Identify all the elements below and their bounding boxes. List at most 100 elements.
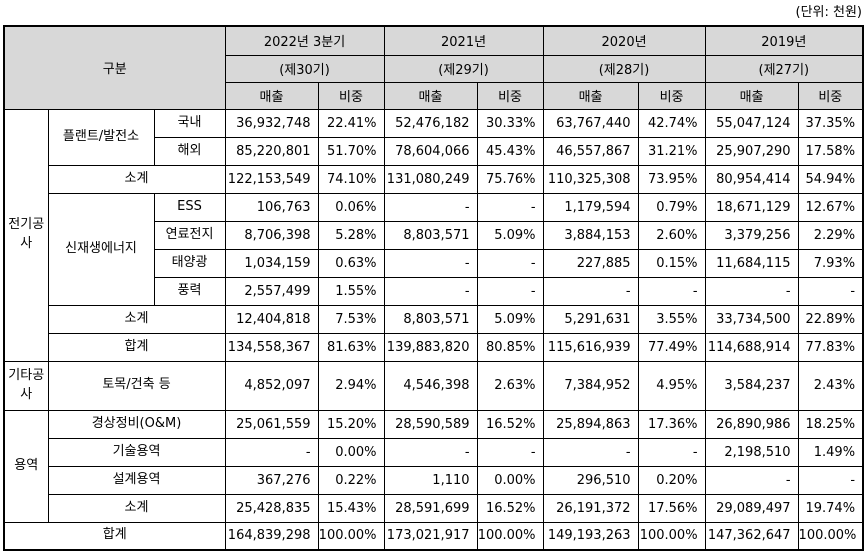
value-cell: 114,688,914 xyxy=(704,332,799,362)
value-cell: - xyxy=(637,437,706,467)
value-cell: 0.00% xyxy=(476,465,544,495)
value-cell: 63,767,440 xyxy=(542,108,639,138)
label-total: 합계 xyxy=(47,332,226,362)
value-cell: 134,558,367 xyxy=(224,332,319,362)
header-share: 비중 xyxy=(797,81,864,110)
label-wind: 풍력 xyxy=(153,276,226,306)
value-cell: - xyxy=(383,248,478,278)
header-row-years: 구분 2022년 3분기 2021년 2020년 2019년 xyxy=(3,25,864,110)
value-cell: 19.74% xyxy=(797,493,864,523)
label-domestic: 국내 xyxy=(153,108,226,138)
table-row-plant-subtotal: 소계 122,153,549 74.10% 131,080,249 75.76%… xyxy=(4,164,864,194)
value-cell: 147,362,647 xyxy=(704,521,799,551)
header-revenue: 매출 xyxy=(224,81,319,110)
value-cell: 73.95% xyxy=(637,164,706,194)
value-cell: 52,476,182 xyxy=(383,108,478,138)
value-cell: 106,763 xyxy=(224,192,319,222)
label-grand-total: 합계 xyxy=(3,521,226,551)
value-cell: 22.41% xyxy=(317,108,385,138)
value-cell: 149,193,263 xyxy=(542,521,639,551)
label-subtotal: 소계 xyxy=(47,304,226,334)
table-row-wind: 풍력 2,557,499 1.55% - - - - - - xyxy=(4,276,864,306)
value-cell: 25,428,835 xyxy=(224,493,319,523)
label-civil-construction: 토목/건축 등 xyxy=(47,360,226,411)
value-cell: 45.43% xyxy=(476,136,544,166)
label-tech-service: 기술용역 xyxy=(47,437,226,467)
value-cell: 4,852,097 xyxy=(224,360,319,411)
value-cell: 18,671,129 xyxy=(704,192,799,222)
value-cell: 7,384,952 xyxy=(542,360,639,411)
value-cell: 28,590,589 xyxy=(383,409,478,439)
value-cell: 1,110 xyxy=(383,465,478,495)
value-cell: 5.28% xyxy=(317,220,385,250)
table-row-ess: 신재생에너지 ESS 106,763 0.06% - - 1,179,594 0… xyxy=(4,192,864,306)
value-cell: - xyxy=(476,437,544,467)
value-cell: 100.00% xyxy=(797,521,864,551)
value-cell: 33,734,500 xyxy=(704,304,799,334)
header-gubun: 구분 xyxy=(3,25,226,110)
value-cell: - xyxy=(383,276,478,306)
value-cell: 17.36% xyxy=(637,409,706,439)
unit-note: (단위: 천원) xyxy=(795,5,863,20)
table-row-renewable-subtotal: 소계 12,404,818 7.53% 8,803,571 5.09% 5,29… xyxy=(4,304,864,334)
value-cell: 29,089,497 xyxy=(704,493,799,523)
value-cell: 5.09% xyxy=(476,220,544,250)
label-subtotal: 소계 xyxy=(47,164,226,194)
value-cell: - xyxy=(542,276,639,306)
value-cell: 0.79% xyxy=(637,192,706,222)
value-cell: 17.58% xyxy=(797,136,864,166)
value-cell: - xyxy=(476,192,544,222)
header-revenue: 매출 xyxy=(383,81,478,110)
value-cell: - xyxy=(797,276,864,306)
value-cell: 2.94% xyxy=(317,360,385,411)
value-cell: 28,591,699 xyxy=(383,493,478,523)
header-year-2021: 2021년 xyxy=(383,25,544,56)
value-cell: 15.43% xyxy=(317,493,385,523)
value-cell: 0.15% xyxy=(637,248,706,278)
value-cell: - xyxy=(704,465,799,495)
header-revenue: 매출 xyxy=(542,81,639,110)
value-cell: 31.21% xyxy=(637,136,706,166)
value-cell: 1.49% xyxy=(797,437,864,467)
value-cell: 139,883,820 xyxy=(383,332,478,362)
value-cell: 26,191,372 xyxy=(542,493,639,523)
label-fuelcell: 연료전지 xyxy=(153,220,226,250)
value-cell: 0.06% xyxy=(317,192,385,222)
value-cell: 100.00% xyxy=(637,521,706,551)
value-cell: 8,803,571 xyxy=(383,220,478,250)
header-term-30: (제30기) xyxy=(224,54,385,83)
value-cell: 42.74% xyxy=(637,108,706,138)
value-cell: 164,839,298 xyxy=(224,521,319,551)
value-cell: 296,510 xyxy=(542,465,639,495)
value-cell: 77.83% xyxy=(797,332,864,362)
value-cell: 54.94% xyxy=(797,164,864,194)
value-cell: 100.00% xyxy=(317,521,385,551)
value-cell: 131,080,249 xyxy=(383,164,478,194)
label-services: 용역 xyxy=(3,409,49,523)
label-ess: ESS xyxy=(153,192,226,222)
value-cell: 0.00% xyxy=(317,437,385,467)
value-cell: 115,616,939 xyxy=(542,332,639,362)
value-cell: 46,557,867 xyxy=(542,136,639,166)
value-cell: 5,291,631 xyxy=(542,304,639,334)
header-year-2022q3: 2022년 3분기 xyxy=(224,25,385,56)
value-cell: 3,584,237 xyxy=(704,360,799,411)
value-cell: 78,604,066 xyxy=(383,136,478,166)
header-share: 비중 xyxy=(317,81,385,110)
value-cell: 22.89% xyxy=(797,304,864,334)
value-cell: 0.22% xyxy=(317,465,385,495)
value-cell: 7.93% xyxy=(797,248,864,278)
value-cell: 17.56% xyxy=(637,493,706,523)
header-row-measures: 매출 비중 매출 비중 매출 비중 매출 비중 xyxy=(4,81,864,110)
value-cell: 8,706,398 xyxy=(224,220,319,250)
value-cell: 3,884,153 xyxy=(542,220,639,250)
header-share: 비중 xyxy=(476,81,544,110)
value-cell: 25,894,863 xyxy=(542,409,639,439)
table-row-design-service: 설계용역 367,276 0.22% 1,110 0.00% 296,510 0… xyxy=(4,465,864,495)
value-cell: - xyxy=(383,192,478,222)
table-row-domestic: 전기공사 플랜트/발전소 국내 36,932,748 22.41% 52,476… xyxy=(3,108,864,362)
value-cell: 12,404,818 xyxy=(224,304,319,334)
value-cell: - xyxy=(476,248,544,278)
value-cell: 16.52% xyxy=(476,493,544,523)
label-om: 경상정비(O&M) xyxy=(47,409,226,439)
